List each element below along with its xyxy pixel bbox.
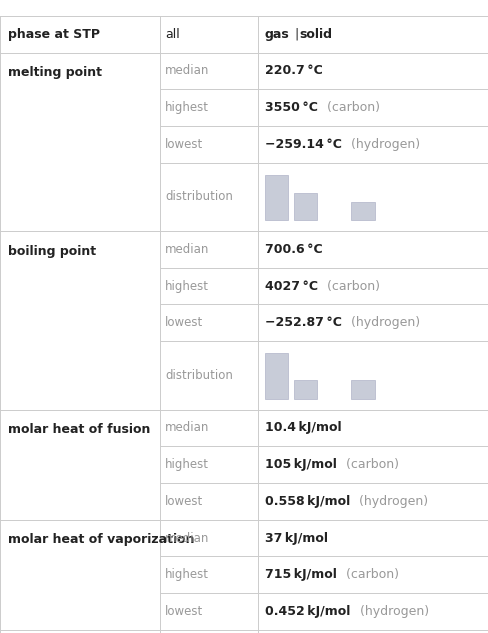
Text: phase at STP: phase at STP [8,28,100,41]
Text: 37 kJ/mol: 37 kJ/mol [264,532,327,544]
Text: (carbon): (carbon) [337,568,398,581]
Text: 0.558 kJ/mol: 0.558 kJ/mol [264,495,349,508]
Text: median: median [165,65,209,77]
Text: lowest: lowest [165,605,203,618]
Text: (carbon): (carbon) [337,458,398,471]
Text: molar heat of fusion: molar heat of fusion [8,423,150,436]
Text: solid: solid [298,28,331,41]
Text: 4027 °C: 4027 °C [264,280,317,292]
Text: molar heat of vaporization: molar heat of vaporization [8,534,194,546]
Text: 220.7 °C: 220.7 °C [264,65,322,77]
Text: boiling point: boiling point [8,245,96,258]
Text: 715 kJ/mol: 715 kJ/mol [264,568,336,581]
Text: highest: highest [165,101,209,114]
Text: (hydrogen): (hydrogen) [351,605,428,618]
Bar [264,353,287,399]
Text: 3550 °C: 3550 °C [264,101,317,114]
Text: (hydrogen): (hydrogen) [343,138,419,151]
Text: melting point: melting point [8,66,102,79]
Text: distribution: distribution [165,369,233,382]
Text: median: median [165,422,209,434]
Text: highest: highest [165,458,209,471]
Text: (hydrogen): (hydrogen) [343,316,419,329]
Text: (carbon): (carbon) [319,280,380,292]
Text: 10.4 kJ/mol: 10.4 kJ/mol [264,422,341,434]
Bar [351,380,374,399]
Text: |: | [290,28,303,41]
Text: 0.452 kJ/mol: 0.452 kJ/mol [264,605,349,618]
Bar [293,380,316,399]
Text: (carbon): (carbon) [319,101,379,114]
Text: 700.6 °C: 700.6 °C [264,243,322,256]
Text: all: all [165,28,180,41]
Text: highest: highest [165,568,209,581]
Text: 105 kJ/mol: 105 kJ/mol [264,458,336,471]
Text: distribution: distribution [165,191,233,203]
Bar [293,193,316,220]
Bar [264,175,287,220]
Text: gas: gas [264,28,289,41]
Text: (hydrogen): (hydrogen) [351,495,427,508]
Text: lowest: lowest [165,138,203,151]
Text: lowest: lowest [165,316,203,329]
Text: lowest: lowest [165,495,203,508]
Text: median: median [165,243,209,256]
Text: −252.87 °C: −252.87 °C [264,316,341,329]
Text: −259.14 °C: −259.14 °C [264,138,341,151]
Bar [351,202,374,220]
Text: median: median [165,532,209,544]
Text: highest: highest [165,280,209,292]
